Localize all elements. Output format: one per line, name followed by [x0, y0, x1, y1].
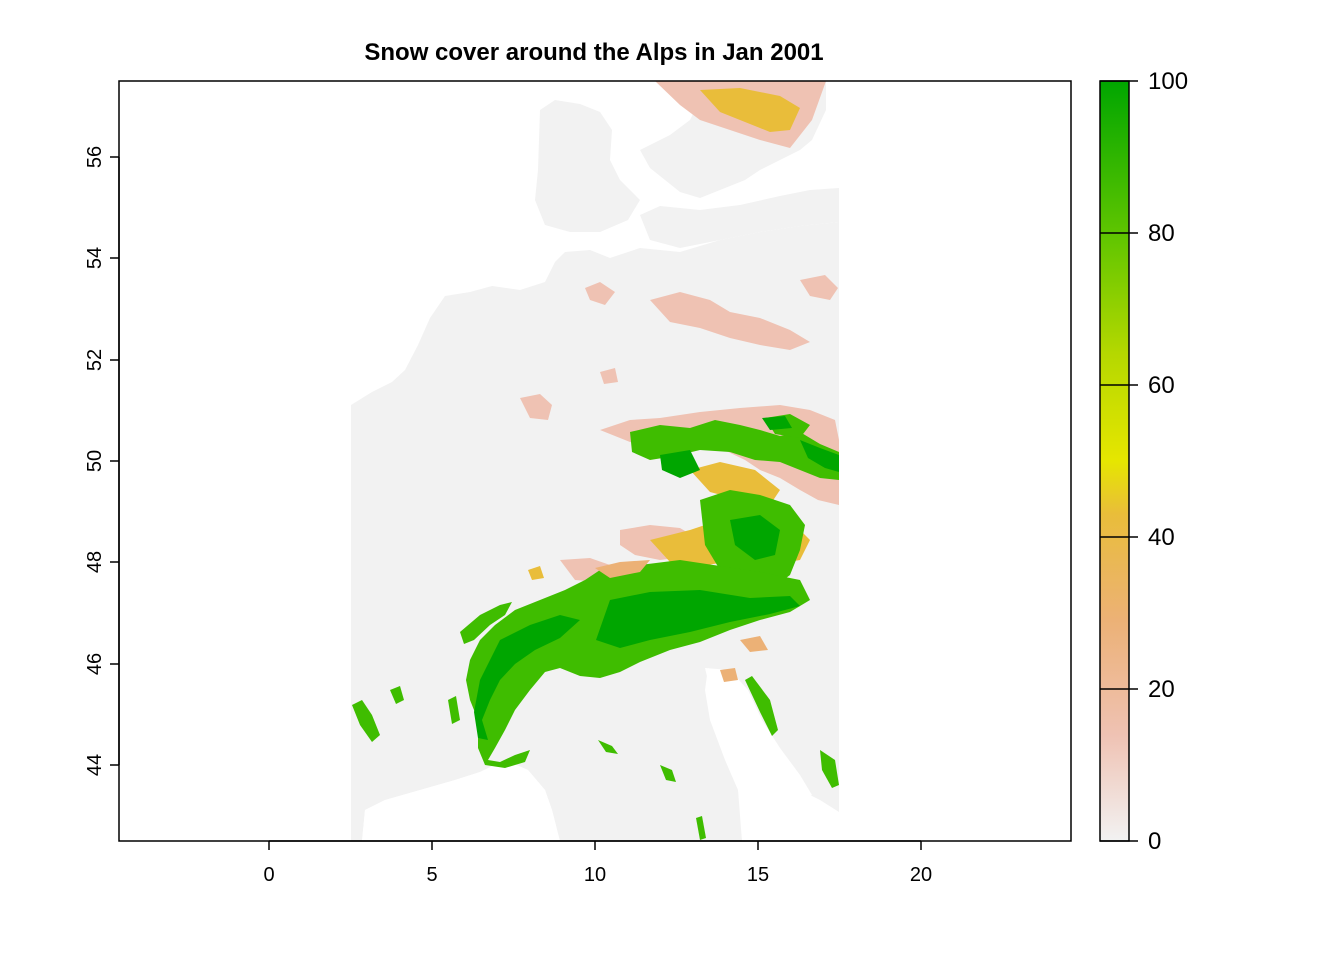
corsica-land [556, 800, 574, 841]
legend-tick-label: 20 [1148, 676, 1175, 703]
y-tick-label: 46 [84, 653, 106, 675]
legend-ticks [1100, 80, 1138, 842]
color-legend: 0 20 40 60 80 100 [1099, 68, 1188, 855]
y-tick-label: 50 [84, 450, 106, 472]
legend-tick-label: 100 [1148, 68, 1188, 95]
italy-south-land [600, 760, 700, 841]
legend-colorbar [1099, 80, 1130, 842]
y-tick-label: 48 [84, 551, 106, 573]
legend-tick-label: 0 [1148, 828, 1161, 855]
snow-fringe-patches [595, 560, 768, 682]
map-panel [118, 80, 1072, 842]
y-axis: 44 46 48 50 52 54 56 [84, 146, 120, 776]
x-tick-label: 5 [426, 864, 437, 886]
adriatic-sea [705, 668, 812, 800]
baltic-coast-land [640, 188, 839, 248]
legend-tick-label: 40 [1148, 524, 1175, 551]
x-axis: 0 5 10 15 20 [263, 840, 932, 886]
y-tick-label: 54 [84, 247, 106, 269]
snow-peak-patches [474, 416, 839, 740]
x-tick-label: 0 [263, 864, 274, 886]
map-raster [351, 81, 839, 841]
legend-tick-label: 80 [1148, 220, 1175, 247]
plot-title: Snow cover around the Alps in Jan 2001 [364, 39, 823, 66]
denmark-land [535, 100, 640, 232]
x-tick-label: 10 [584, 864, 606, 886]
x-tick-label: 20 [910, 864, 932, 886]
y-tick-label: 52 [84, 349, 106, 371]
legend-tick-label: 60 [1148, 372, 1175, 399]
x-tick-label: 15 [747, 864, 769, 886]
y-tick-label: 56 [84, 146, 106, 168]
y-tick-label: 44 [84, 754, 106, 776]
mediterranean-sea [362, 760, 560, 841]
